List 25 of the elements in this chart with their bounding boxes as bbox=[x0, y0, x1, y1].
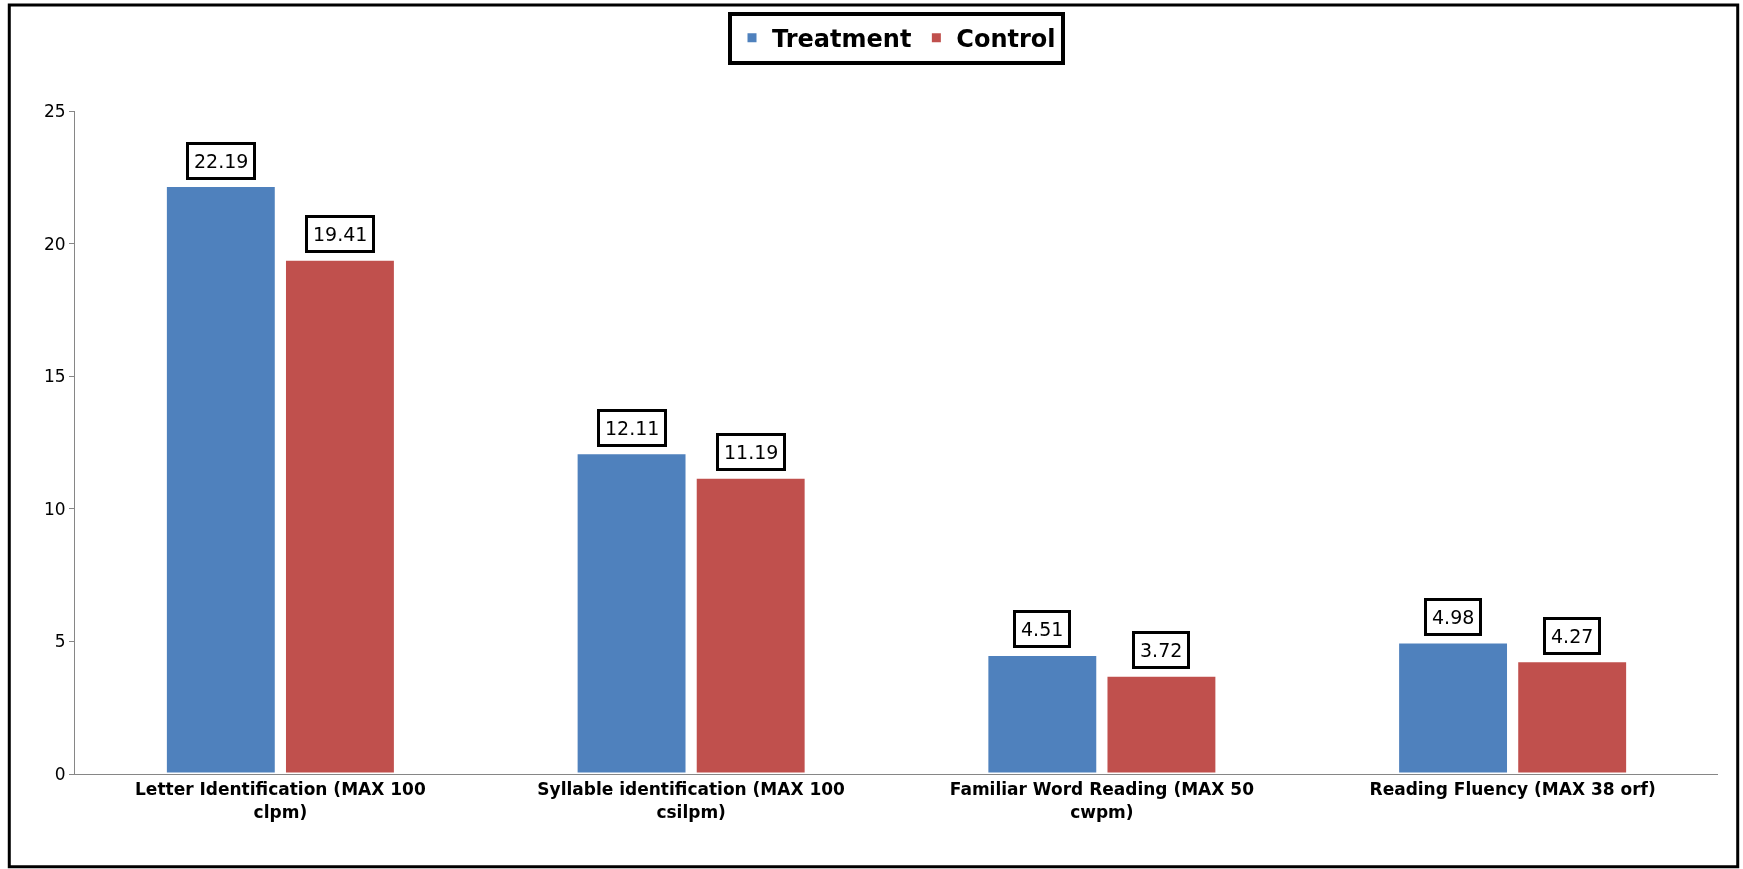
x-tick-label: Familiar Word Reading (MAX 50 cwpm) bbox=[949, 779, 1255, 822]
y-tick-label: 15 bbox=[43, 366, 66, 387]
bar bbox=[1515, 659, 1630, 774]
bar bbox=[693, 475, 808, 774]
y-tick-label: 0 bbox=[54, 763, 66, 784]
data-label: 4.27 bbox=[1551, 625, 1594, 647]
bar bbox=[1104, 673, 1219, 774]
legend-label: Treatment bbox=[772, 25, 912, 54]
bar bbox=[574, 451, 689, 774]
y-tick-label: 10 bbox=[43, 498, 66, 519]
y-tick-label: 25 bbox=[43, 100, 66, 121]
x-tick-label: Syllable identification (MAX 100 csilpm) bbox=[537, 779, 846, 822]
data-label: 4.51 bbox=[1021, 618, 1064, 640]
x-tick-label: Reading Fluency (MAX 38 orf) bbox=[1369, 779, 1656, 800]
data-label: 22.19 bbox=[194, 150, 249, 172]
bar bbox=[163, 184, 278, 774]
legend-label: Control bbox=[956, 25, 1056, 54]
x-tick-label: Letter Identification (MAX 100 clpm) bbox=[135, 779, 426, 822]
y-tick-label: 20 bbox=[43, 233, 66, 254]
data-label: 11.19 bbox=[724, 441, 779, 463]
data-label: 19.41 bbox=[313, 223, 368, 245]
y-tick-label: 5 bbox=[54, 631, 66, 652]
data-label: 12.11 bbox=[605, 417, 660, 439]
data-label: 3.72 bbox=[1140, 639, 1183, 661]
data-label: 4.98 bbox=[1432, 606, 1475, 628]
